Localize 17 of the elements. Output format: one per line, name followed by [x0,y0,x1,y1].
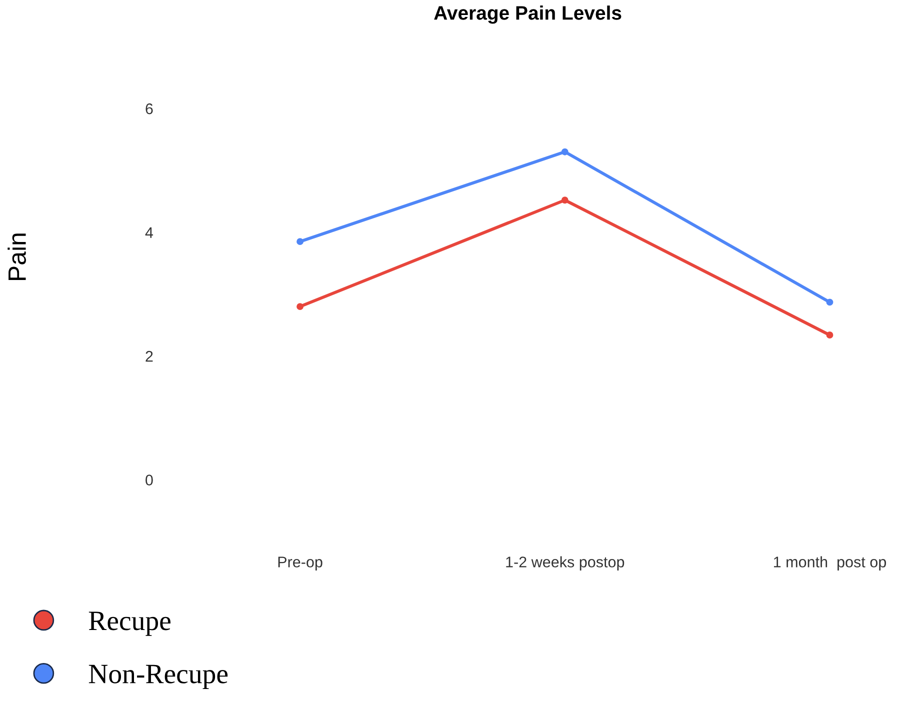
y-tick-label: 4 [145,227,154,238]
point [296,303,304,310]
point [296,238,304,246]
point [826,298,834,306]
x-tick-label: Pre-op [278,556,322,570]
chart-title: Average Pain Levels [434,6,622,24]
point [561,148,568,156]
legend-label: Recupe [88,612,170,636]
point [561,196,568,204]
y-tick-label: 2 [146,350,153,362]
legend-label: Non-Recupe [88,664,228,689]
y-tick-label: 6 [146,103,153,114]
y-tick-label: 0 [146,474,153,486]
x-tick-label: 1-2 weeks postop [506,556,624,570]
y-axis-title: Pain [8,234,26,280]
point [826,332,834,338]
x-tick-label: 1 month post op [774,556,886,570]
